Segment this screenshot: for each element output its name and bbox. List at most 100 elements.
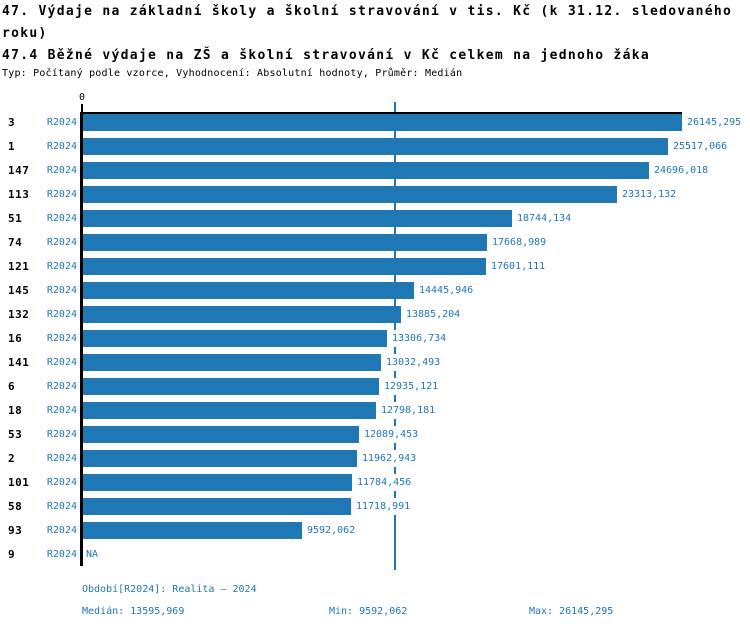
row-index-label: 3	[8, 116, 16, 129]
chart-row: 145 R2024 14445,946	[0, 280, 750, 304]
value-bar	[83, 114, 682, 131]
x-axis-line	[82, 112, 682, 114]
value-bar	[83, 450, 357, 467]
bar-value-label: 13306,734	[392, 330, 447, 347]
bar-value-label: 11962,943	[362, 450, 417, 467]
row-period-label: R2024	[46, 405, 77, 416]
chart-row: 3 R2024 26145,295	[0, 112, 750, 136]
row-period-label: R2024	[46, 285, 77, 296]
value-bar	[83, 474, 352, 491]
value-bar	[83, 210, 512, 227]
chart-row: 141 R2024 13032,493	[0, 352, 750, 376]
row-index-label: 145	[8, 284, 30, 297]
bar-value-label: NA	[86, 546, 99, 563]
row-period-label: R2024	[46, 165, 77, 176]
row-period-label: R2024	[46, 525, 77, 536]
bar-value-label: 26145,295	[687, 114, 742, 131]
row-index-label: 2	[8, 452, 16, 465]
chart-row: 58 R2024 11718,991	[0, 496, 750, 520]
chart-row: 16 R2024 13306,734	[0, 328, 750, 352]
chart-row: 101 R2024 11784,456	[0, 472, 750, 496]
chart-row: 121 R2024 17601,111	[0, 256, 750, 280]
value-bar	[83, 186, 617, 203]
row-index-label: 101	[8, 476, 30, 489]
bar-value-label: 12089,453	[364, 426, 419, 443]
row-period-label: R2024	[46, 309, 77, 320]
bar-value-label: 12935,121	[384, 378, 439, 395]
bar-value-label: 13032,493	[386, 354, 441, 371]
value-bar	[83, 234, 487, 251]
row-index-label: 113	[8, 188, 30, 201]
axis-zero-label: 0	[78, 92, 86, 103]
value-bar	[83, 162, 649, 179]
row-index-label: 53	[8, 428, 23, 441]
chart-row: 53 R2024 12089,453	[0, 424, 750, 448]
indicator-title: 47.4 Běžné výdaje na ZŠ a školní stravov…	[2, 48, 650, 63]
value-bar	[83, 522, 302, 539]
bar-value-label: 14445,946	[419, 282, 474, 299]
row-period-label: R2024	[46, 453, 77, 464]
row-period-label: R2024	[46, 333, 77, 344]
row-index-label: 1	[8, 140, 16, 153]
row-index-label: 132	[8, 308, 30, 321]
bar-value-label: 9592,062	[307, 522, 356, 539]
value-bar	[83, 258, 486, 275]
row-index-label: 147	[8, 164, 30, 177]
bar-chart: 0 3 R2024 26145,295 1 R2024 25517,066 147 R2024…	[0, 92, 750, 570]
row-index-label: 6	[8, 380, 16, 393]
row-period-label: R2024	[46, 477, 77, 488]
chart-row: 147 R2024 24696,018	[0, 160, 750, 184]
bar-value-label: 18744,134	[517, 210, 572, 227]
bar-value-label: 17601,111	[491, 258, 546, 275]
bar-value-label: 11784,456	[357, 474, 412, 491]
chart-rows: 3 R2024 26145,295 1 R2024 25517,066 147 R2024 24…	[0, 112, 750, 568]
value-bar	[83, 354, 381, 371]
page-title: 47. Výdaje na základní školy a školní st…	[2, 4, 733, 41]
chart-row: 113 R2024 23313,132	[0, 184, 750, 208]
value-bar	[83, 282, 414, 299]
row-period-label: R2024	[46, 189, 77, 200]
row-period-label: R2024	[46, 141, 77, 152]
bar-value-label: 11718,991	[356, 498, 411, 515]
row-index-label: 51	[8, 212, 23, 225]
row-index-label: 74	[8, 236, 23, 249]
chart-row: 51 R2024 18744,134	[0, 208, 750, 232]
row-period-label: R2024	[46, 381, 77, 392]
axis-zero-tick	[81, 104, 83, 112]
row-period-label: R2024	[46, 357, 77, 368]
row-index-label: 121	[8, 260, 30, 273]
footer-period-info: Období[R2024]: Realita – 2024	[82, 584, 257, 595]
bar-value-label: 13885,204	[406, 306, 461, 323]
row-index-label: 16	[8, 332, 23, 345]
bar-value-label: 25517,066	[673, 138, 728, 155]
row-period-label: R2024	[46, 117, 77, 128]
value-bar	[83, 402, 376, 419]
footer-max: Max: 26145,295	[529, 606, 614, 617]
row-period-label: R2024	[46, 261, 77, 272]
row-period-label: R2024	[46, 549, 77, 560]
y-axis-line	[80, 112, 83, 566]
bar-value-label: 17668,989	[492, 234, 547, 251]
value-bar	[83, 426, 359, 443]
row-period-label: R2024	[46, 237, 77, 248]
bar-value-label: 24696,018	[654, 162, 709, 179]
row-period-label: R2024	[46, 429, 77, 440]
row-period-label: R2024	[46, 501, 77, 512]
bar-value-label: 12798,181	[381, 402, 436, 419]
bar-value-label: 23313,132	[622, 186, 677, 203]
chart-row: 9 R2024 NA	[0, 544, 750, 568]
row-period-label: R2024	[46, 213, 77, 224]
value-bar	[83, 498, 351, 515]
chart-row: 132 R2024 13885,204	[0, 304, 750, 328]
value-bar	[83, 138, 668, 155]
chart-row: 1 R2024 25517,066	[0, 136, 750, 160]
chart-row: 6 R2024 12935,121	[0, 376, 750, 400]
value-bar	[83, 306, 401, 323]
row-index-label: 58	[8, 500, 23, 513]
chart-row: 74 R2024 17668,989	[0, 232, 750, 256]
chart-row: 18 R2024 12798,181	[0, 400, 750, 424]
chart-row: 93 R2024 9592,062	[0, 520, 750, 544]
footer-min: Min: 9592,062	[329, 606, 408, 617]
footer-median: Medián: 13595,969	[82, 606, 185, 617]
